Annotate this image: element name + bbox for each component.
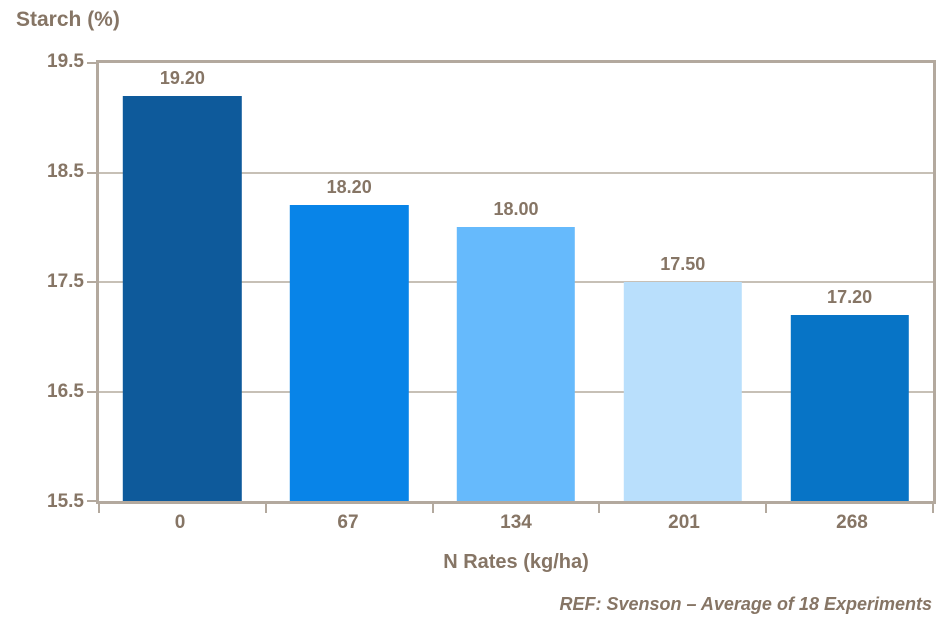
bar-value-label: 17.20: [827, 286, 873, 307]
bar: [123, 95, 242, 501]
x-tick-label: 268: [836, 512, 868, 533]
bar: [790, 314, 909, 501]
plot-area: 19.20 18.20 18.00 17.50 17.20: [87, 60, 936, 513]
bar: [289, 205, 409, 501]
y-axis-labels: 19.5 18.5 17.5 16.5 15.5: [0, 51, 84, 512]
footer-reference: REF: Svenson – Average of 18 Experiments: [559, 594, 932, 614]
x-tick-mark: [98, 504, 100, 513]
y-tick-label: 16.5: [47, 381, 84, 402]
chart-title: Starch (%): [16, 8, 120, 31]
y-tick-mark: [87, 62, 96, 64]
bar-slot: 17.50: [599, 63, 766, 501]
bar-slot: 17.20: [766, 63, 933, 501]
y-tick-label: 17.5: [47, 271, 84, 292]
y-tick-mark: [87, 281, 96, 283]
bar-value-label: 18.20: [326, 177, 372, 198]
bar-slot: 18.00: [433, 63, 600, 501]
x-tick-mark: [431, 504, 434, 513]
bar-slot: 19.20: [99, 63, 266, 501]
x-tick-mark: [598, 504, 601, 513]
x-tick-mark: [765, 504, 768, 513]
x-tick-mark: [932, 504, 934, 513]
bar-value-label: 18.00: [493, 199, 539, 220]
x-tick-label: 201: [668, 512, 700, 533]
bar: [456, 227, 576, 501]
y-tick-label: 15.5: [47, 491, 84, 512]
gridline: [99, 171, 933, 174]
y-tick-label: 18.5: [47, 161, 84, 182]
bar-value-label: 19.20: [159, 67, 205, 88]
x-tick-mark: [264, 504, 267, 513]
bar: [623, 282, 742, 501]
bar-slot: 18.20: [266, 63, 433, 501]
bars-row: 19.20 18.20 18.00 17.50 17.20: [99, 63, 933, 501]
bar-value-label: 17.50: [660, 254, 706, 274]
y-tick-mark: [87, 500, 96, 502]
x-axis-labels: 0 67 134 201 268: [96, 512, 936, 534]
x-axis-title: N Rates (kg/ha): [443, 551, 589, 573]
y-tick-label: 19.5: [47, 51, 84, 72]
y-tick-mark: [87, 171, 96, 174]
y-tick-mark: [87, 390, 96, 393]
x-tick-label: 134: [500, 512, 532, 533]
x-tick-label: 0: [174, 512, 186, 533]
x-tick-label: 67: [337, 512, 359, 533]
